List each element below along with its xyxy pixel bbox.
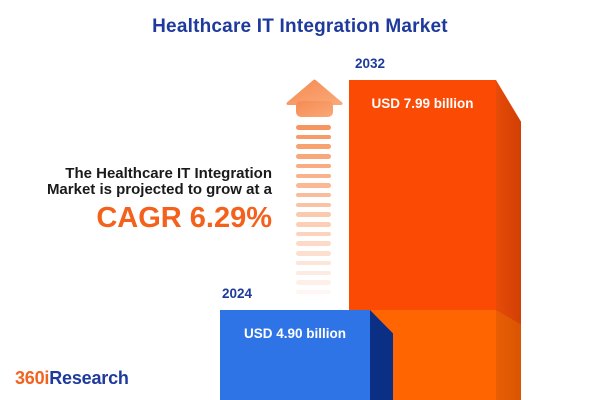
- bar-2032-side-face-lower: [496, 310, 521, 400]
- description-line-1: The Healthcare IT Integration: [65, 165, 272, 182]
- bar-2032-front-upper: [349, 80, 496, 310]
- growth-arrow-stripe: [296, 231, 331, 237]
- growth-arrow-stripe: [296, 241, 331, 246]
- growth-arrow-stripe: [296, 134, 331, 140]
- growth-arrow-stripe: [296, 183, 331, 188]
- growth-arrow-head: [286, 79, 343, 117]
- growth-arrow-stripe: [296, 270, 331, 276]
- page-title: Healthcare IT Integration Market: [152, 16, 448, 37]
- growth-arrow-stripe: [296, 125, 331, 130]
- growth-arrow-stripe: [296, 251, 331, 256]
- value-label-2032: USD 7.99 billion: [371, 96, 474, 111]
- growth-arrow-stripe: [296, 173, 331, 179]
- brand-logo-360i: 360i: [15, 368, 50, 388]
- growth-arrow-stripe: [296, 192, 331, 198]
- growth-arrow-stripe: [296, 212, 331, 217]
- bar-2032-side-face: [496, 80, 521, 400]
- growth-arrow-stripe: [296, 202, 331, 208]
- growth-arrow-stripe: [296, 289, 331, 295]
- growth-arrow-stripe: [296, 280, 331, 285]
- description-block: The Healthcare IT Integration Market is …: [20, 165, 272, 234]
- growth-arrow-stripe: [296, 154, 331, 159]
- growth-arrow-stripe: [296, 260, 331, 266]
- brand-logo-research: Research: [49, 368, 129, 388]
- value-label-2024: USD 4.90 billion: [243, 326, 347, 341]
- description-line-2: Market is projected to grow at a: [46, 181, 272, 198]
- brand-logo: 360iResearch: [15, 368, 129, 389]
- growth-arrow-stripe: [296, 144, 331, 149]
- year-label-2032: 2032: [355, 56, 386, 71]
- growth-arrow-stripe: [296, 163, 331, 169]
- cagr-value: CAGR 6.29%: [96, 202, 272, 234]
- bar-2024-front: [220, 310, 370, 400]
- growth-arrow-stripe: [296, 222, 331, 227]
- bar-2024-side-face: [370, 310, 393, 400]
- growth-arrow-icon: [284, 79, 344, 305]
- year-label-2024: 2024: [222, 286, 253, 301]
